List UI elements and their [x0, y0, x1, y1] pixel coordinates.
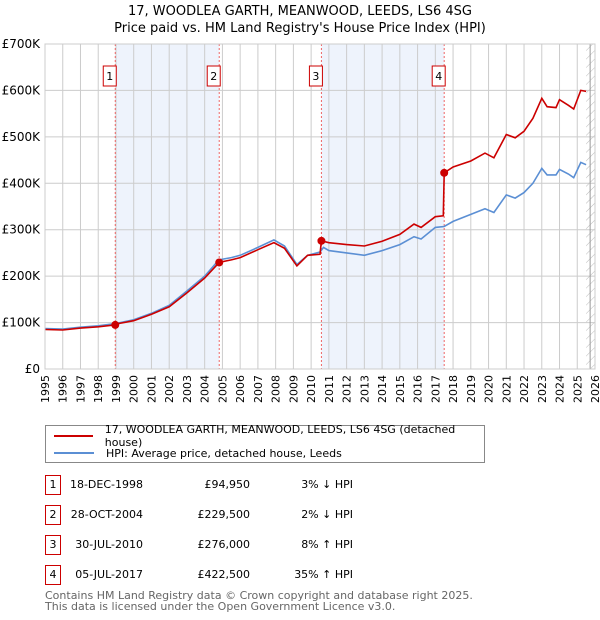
sale-price: £422,500: [197, 568, 251, 581]
legend-swatch-price: [54, 435, 93, 437]
x-tick-label: 2012: [341, 375, 354, 403]
x-tick-label: 2019: [465, 375, 478, 403]
sale-hpi-diff: 3% ↓ HPI: [301, 478, 353, 491]
sale-shaded-period: [321, 44, 445, 369]
x-tick-label: 1995: [39, 375, 52, 403]
x-tick-label: 2006: [234, 375, 247, 403]
sale-price: £229,500: [197, 508, 251, 521]
y-tick-label: £200K: [2, 269, 42, 283]
x-tick-label: 2000: [128, 375, 141, 403]
x-tick-label: 2023: [536, 375, 549, 403]
sale-point: [440, 168, 449, 177]
x-tick-label: 2020: [483, 375, 496, 403]
x-tick-label: 2014: [376, 375, 389, 403]
sale-row: 4 05-JUL-2017 £422,500 35% ↑ HPI: [45, 565, 445, 585]
sale-number: 4: [45, 565, 61, 585]
sale-label-box: [206, 65, 221, 87]
x-tick-label: 2004: [199, 375, 212, 403]
sale-shaded-period: [115, 44, 220, 369]
plot-border: [44, 43, 596, 370]
sale-label-box: [431, 65, 446, 87]
x-tick-label: 2011: [323, 375, 336, 403]
sale-label: 1: [106, 70, 113, 83]
x-tick-label: 2003: [181, 375, 194, 403]
sale-date: 18-DEC-1998: [69, 478, 143, 491]
x-tick-label: 2025: [571, 375, 584, 403]
sale-row: 3 30-JUL-2010 £276,000 8% ↑ HPI: [45, 535, 445, 555]
y-tick-label: £0: [25, 362, 40, 376]
legend-swatch-hpi: [54, 452, 94, 454]
y-tick-label: £600K: [2, 83, 42, 97]
x-tick-label: 2002: [163, 375, 176, 403]
sale-number: 3: [45, 535, 61, 555]
legend: 17, WOODLEA GARTH, MEANWOOD, LEEDS, LS6 …: [45, 423, 485, 463]
x-tick-label: 2021: [500, 375, 513, 403]
y-tick-label: £400K: [2, 176, 42, 190]
footer-copyright: Contains HM Land Registry data © Crown c…: [45, 589, 473, 602]
sale-label: 4: [435, 70, 442, 83]
x-tick-label: 2008: [270, 375, 283, 403]
x-tick-label: 2024: [554, 375, 567, 403]
x-tick-label: 2015: [394, 375, 407, 403]
x-tick-label: 2007: [252, 375, 265, 403]
sale-number: 1: [45, 475, 61, 495]
x-tick-label: 1996: [57, 375, 70, 403]
x-tick-label: 2017: [429, 375, 442, 403]
sale-label: 3: [312, 70, 319, 83]
chart-subtitle: Price paid vs. HM Land Registry's House …: [114, 21, 486, 36]
x-tick-label: 2001: [145, 375, 158, 403]
y-tick-label: £300K: [2, 223, 42, 237]
chart-title: 17, WOODLEA GARTH, MEANWOOD, LEEDS, LS6 …: [128, 4, 472, 19]
sale-hpi-diff: 35% ↑ HPI: [294, 568, 353, 581]
price-line: [44, 89, 587, 331]
sale-label-box: [308, 65, 323, 87]
legend-item-price: 17, WOODLEA GARTH, MEANWOOD, LEEDS, LS6 …: [54, 423, 484, 449]
sale-row: 2 28-OCT-2004 £229,500 2% ↓ HPI: [45, 505, 445, 525]
sale-point: [215, 258, 224, 267]
x-tick-label: 1998: [92, 375, 105, 403]
sale-date: 05-JUL-2017: [75, 568, 143, 581]
sale-point: [317, 236, 326, 245]
footer-licence: This data is licensed under the Open Gov…: [45, 600, 396, 613]
x-tick-label: 2013: [358, 375, 371, 403]
sale-hpi-diff: 2% ↓ HPI: [301, 508, 353, 521]
x-tick-label: 1997: [74, 375, 87, 403]
x-tick-label: 2010: [305, 375, 318, 403]
legend-label-price: 17, WOODLEA GARTH, MEANWOOD, LEEDS, LS6 …: [104, 423, 456, 449]
x-tick-label: 2022: [518, 375, 531, 403]
hpi-line: [44, 161, 587, 330]
sale-price: £276,000: [197, 538, 251, 551]
x-tick-label: 1999: [110, 375, 123, 403]
sale-label-box: [102, 65, 117, 87]
sale-price: £94,950: [204, 478, 251, 491]
x-tick-label: 2016: [412, 375, 425, 403]
sale-date: 30-JUL-2010: [75, 538, 143, 551]
x-tick-label: 2018: [447, 375, 460, 403]
sale-row: 1 18-DEC-1998 £94,950 3% ↓ HPI: [45, 475, 445, 495]
legend-item-hpi: HPI: Average price, detached house, Leed…: [54, 445, 342, 461]
x-tick-label: 2005: [216, 375, 229, 403]
sale-date: 28-OCT-2004: [70, 508, 143, 521]
sale-number: 2: [45, 505, 61, 525]
sale-point: [111, 320, 120, 329]
x-tick-label: 2026: [589, 375, 600, 403]
y-tick-label: £700K: [2, 37, 42, 51]
legend-label-hpi: HPI: Average price, detached house, Leed…: [106, 446, 342, 460]
sale-hpi-diff: 8% ↑ HPI: [301, 538, 353, 551]
x-tick-label: 2009: [287, 375, 300, 403]
sale-label: 2: [210, 70, 217, 83]
y-tick-label: £500K: [2, 130, 42, 144]
y-tick-label: £100K: [2, 316, 42, 330]
plot-area: 1995 1996 1997 1998 1999 2000 2001 2002 2003 2004…: [2, 37, 600, 403]
